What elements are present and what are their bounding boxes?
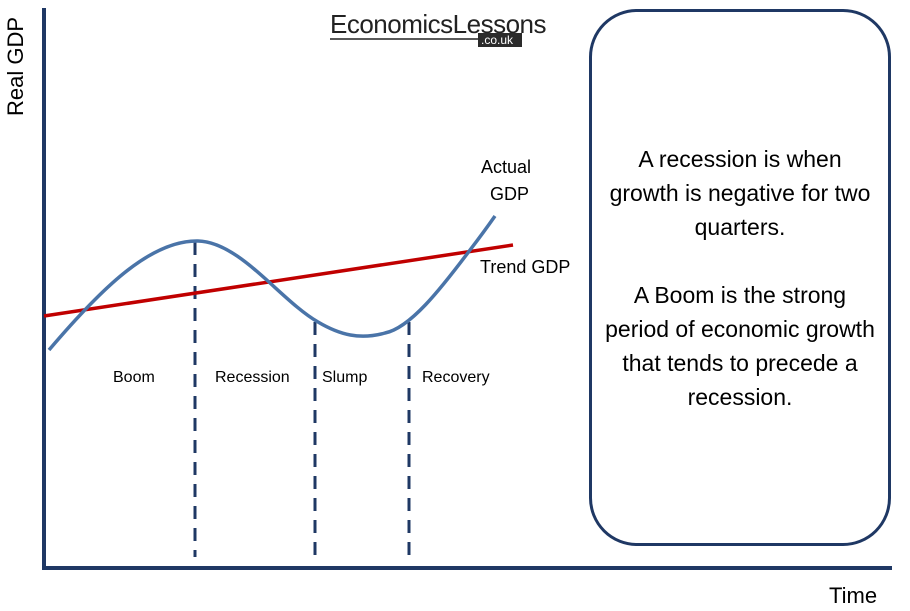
actual-gdp-label-line2: GDP [490, 184, 529, 204]
phase-label-recession: Recession [215, 369, 290, 386]
boom-definition: A Boom is the strong period of economic … [605, 281, 875, 410]
phase-label-recovery: Recovery [422, 369, 490, 386]
logo-suffix: .co.uk [481, 33, 514, 47]
actual-gdp-label-line1: Actual [481, 157, 531, 177]
definition-box: A recession is when growth is negative f… [589, 9, 891, 546]
trend-gdp-line [43, 243, 514, 318]
recession-definition: A recession is when growth is negative f… [609, 145, 871, 240]
trend-gdp-label: Trend GDP [480, 257, 570, 277]
economicslessons-logo: EconomicsLessons .co.uk [330, 9, 547, 47]
y-axis-label: Real GDP [3, 17, 28, 116]
phase-label-boom: Boom [113, 369, 155, 386]
phase-label-slump: Slump [322, 369, 367, 386]
x-axis-label: Time [829, 583, 877, 608]
actual-gdp-curve [47, 214, 497, 352]
